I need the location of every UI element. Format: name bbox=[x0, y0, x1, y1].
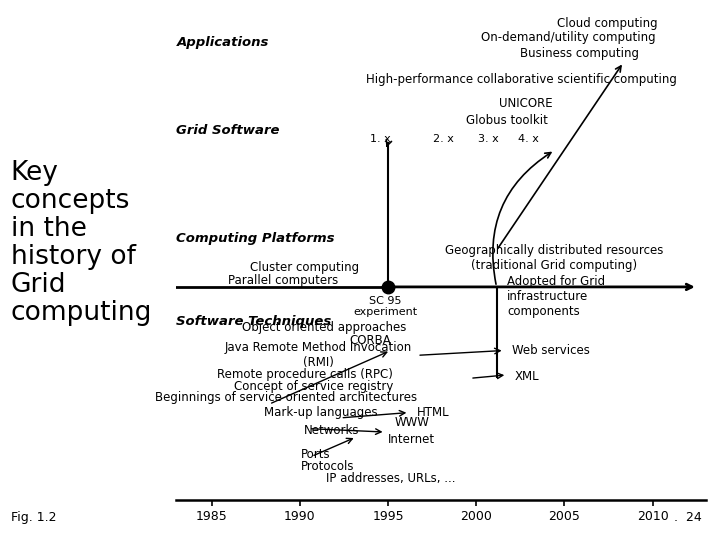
Text: XML: XML bbox=[515, 370, 540, 383]
Text: High-performance collaborative scientific computing: High-performance collaborative scientifi… bbox=[366, 73, 677, 86]
Text: 4. x: 4. x bbox=[518, 134, 539, 144]
Text: Geographically distributed resources
(traditional Grid computing): Geographically distributed resources (tr… bbox=[445, 244, 663, 272]
Text: Software Techniques: Software Techniques bbox=[176, 315, 332, 328]
Text: IP addresses, URLs, ...: IP addresses, URLs, ... bbox=[326, 472, 456, 485]
Text: Protocols: Protocols bbox=[301, 460, 354, 472]
Text: Java Remote Method Invocation
(RMI): Java Remote Method Invocation (RMI) bbox=[225, 341, 412, 369]
Text: Ports: Ports bbox=[301, 448, 330, 461]
Text: Cloud computing: Cloud computing bbox=[557, 17, 658, 30]
Text: Web services: Web services bbox=[513, 344, 590, 357]
Text: Computing Platforms: Computing Platforms bbox=[176, 232, 335, 245]
Text: Globus toolkit: Globus toolkit bbox=[467, 114, 548, 127]
Text: Applications: Applications bbox=[176, 36, 269, 49]
Text: Remote procedure calls (RPC): Remote procedure calls (RPC) bbox=[217, 368, 393, 381]
Text: Mark-up languages: Mark-up languages bbox=[264, 406, 377, 419]
Text: Grid Software: Grid Software bbox=[176, 124, 280, 137]
Text: SC 95
experiment: SC 95 experiment bbox=[354, 296, 418, 318]
Text: HTML: HTML bbox=[417, 406, 450, 419]
Text: Beginnings of service oriented architectures: Beginnings of service oriented architect… bbox=[155, 392, 417, 404]
Text: On-demand/utility computing: On-demand/utility computing bbox=[481, 31, 655, 44]
Text: Business computing: Business computing bbox=[521, 48, 639, 60]
Text: Fig. 1.2: Fig. 1.2 bbox=[11, 511, 56, 524]
Text: Networks: Networks bbox=[303, 423, 359, 437]
Text: 3. x: 3. x bbox=[478, 134, 499, 144]
Text: Internet: Internet bbox=[388, 434, 435, 447]
Text: WWW: WWW bbox=[395, 416, 429, 429]
Text: .  24: . 24 bbox=[674, 511, 702, 524]
Text: Object oriented approaches: Object oriented approaches bbox=[242, 321, 407, 334]
Text: Key
concepts
in the
history of
Grid
computing: Key concepts in the history of Grid comp… bbox=[11, 160, 152, 326]
Text: Concept of service registry: Concept of service registry bbox=[234, 380, 393, 393]
Text: 1. x: 1. x bbox=[370, 134, 390, 144]
Text: UNICORE: UNICORE bbox=[499, 97, 552, 110]
Text: CORBA: CORBA bbox=[349, 334, 391, 347]
Text: Adopted for Grid
infrastructure
components: Adopted for Grid infrastructure componen… bbox=[507, 275, 606, 318]
Text: Cluster computing: Cluster computing bbox=[250, 261, 359, 274]
Text: Parallel computers: Parallel computers bbox=[228, 274, 338, 287]
Text: 2. x: 2. x bbox=[433, 134, 454, 144]
